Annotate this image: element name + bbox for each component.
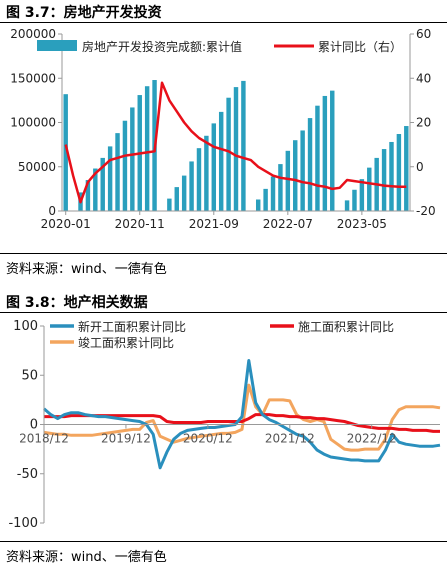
bar-investment (226, 98, 230, 211)
figure1-bottom-rule (0, 253, 447, 254)
bar-investment (382, 149, 386, 211)
left-tick-label: 200000 (10, 27, 56, 41)
chart-real-estate-investment: 0 50000 100000 150000 200000 -20 0 20 40 60 2020-0… (0, 24, 447, 254)
x-tick-label: 2022/12 (347, 432, 397, 446)
bar-investment (234, 87, 238, 211)
y-tick-label: -50 (17, 467, 38, 482)
figure2-caption: 图 3.8：地产相关数据 (6, 292, 148, 312)
bar-investment (360, 179, 364, 211)
figure1-source: 资料来源：wind、一德有色 (6, 258, 167, 277)
x-tick-label: 2020/12 (183, 432, 233, 446)
bar-investment (197, 148, 201, 211)
x-tick-label: 2021-09 (189, 217, 239, 231)
bar-investment (108, 146, 112, 211)
figure2-top-rule (0, 312, 447, 313)
bar-investment (115, 133, 119, 211)
bar-investment (330, 91, 334, 211)
bar-investment (300, 130, 304, 211)
bar-investment (182, 176, 186, 211)
bar-investment (352, 190, 356, 211)
bar-investment (404, 126, 408, 211)
bar-investment (293, 140, 297, 211)
bar-investment (123, 121, 127, 211)
bar-investment (271, 176, 275, 211)
bar-investment (130, 107, 134, 211)
legend-label-2: 竣工面积累计同比 (78, 335, 174, 350)
legend-label-yoy: 累计同比（右） (318, 39, 402, 54)
x-tick-label: 2020-11 (115, 217, 165, 231)
right-tick-label: 20 (416, 116, 431, 130)
right-tick-label: 60 (416, 27, 431, 41)
bar-investment (367, 168, 371, 211)
bar-investment (315, 106, 319, 211)
x-tick-label: 2018/12 (19, 432, 69, 446)
bar-investment (204, 136, 208, 211)
bar-investment (256, 199, 260, 211)
bar-investment (167, 199, 171, 211)
bar-investment (397, 134, 401, 211)
figure1-top-rule (0, 22, 447, 23)
bar-investment (323, 96, 327, 211)
bar-investment (389, 142, 393, 211)
bar-investment (345, 200, 349, 211)
legend-label-0: 新开工面积累计同比 (78, 319, 186, 334)
x-tick-label: 2021/12 (265, 432, 315, 446)
left-tick-label: 0 (48, 204, 56, 218)
legend-swatch-investment (37, 40, 77, 51)
bar-investment (278, 164, 282, 211)
x-tick-label: 2020-01 (41, 217, 91, 231)
y-tick-label: -100 (8, 516, 38, 531)
left-tick-label: 150000 (10, 71, 56, 85)
x-tick-label: 2019/12 (101, 432, 151, 446)
y-tick-label: 100 (13, 319, 38, 334)
bar-investment (263, 189, 267, 211)
y-tick-label: 50 (21, 368, 38, 383)
bar-investment (241, 81, 245, 211)
legend-label-investment: 房地产开发投资完成额:累计值 (82, 39, 242, 54)
left-tick-label: 100000 (10, 116, 56, 130)
bar-investment (308, 118, 312, 211)
figure1-caption: 图 3.7：房地产开发投资 (6, 2, 162, 22)
bar-investment (212, 123, 216, 211)
figure2-source: 资料来源：wind、一德有色 (6, 546, 167, 565)
bar-investment (145, 86, 149, 211)
bar-investment (175, 187, 179, 211)
bar-investment (219, 112, 223, 211)
right-tick-label: -20 (416, 204, 436, 218)
y-tick-label: 0 (30, 418, 38, 433)
right-tick-label: 0 (416, 160, 424, 174)
figure2-bottom-rule (0, 541, 447, 542)
bar-investment (189, 161, 193, 211)
left-tick-label: 50000 (18, 160, 56, 174)
bar-investment (286, 151, 290, 211)
right-tick-label: 40 (416, 71, 431, 85)
x-tick-label: 2023-05 (337, 217, 387, 231)
x-tick-label: 2022-07 (263, 217, 313, 231)
chart-real-estate-area: -100 -50 0 50 100 2018/12 2019/12 2020/12 2021/1… (0, 314, 447, 540)
legend-label-1: 施工面积累计同比 (298, 320, 394, 334)
